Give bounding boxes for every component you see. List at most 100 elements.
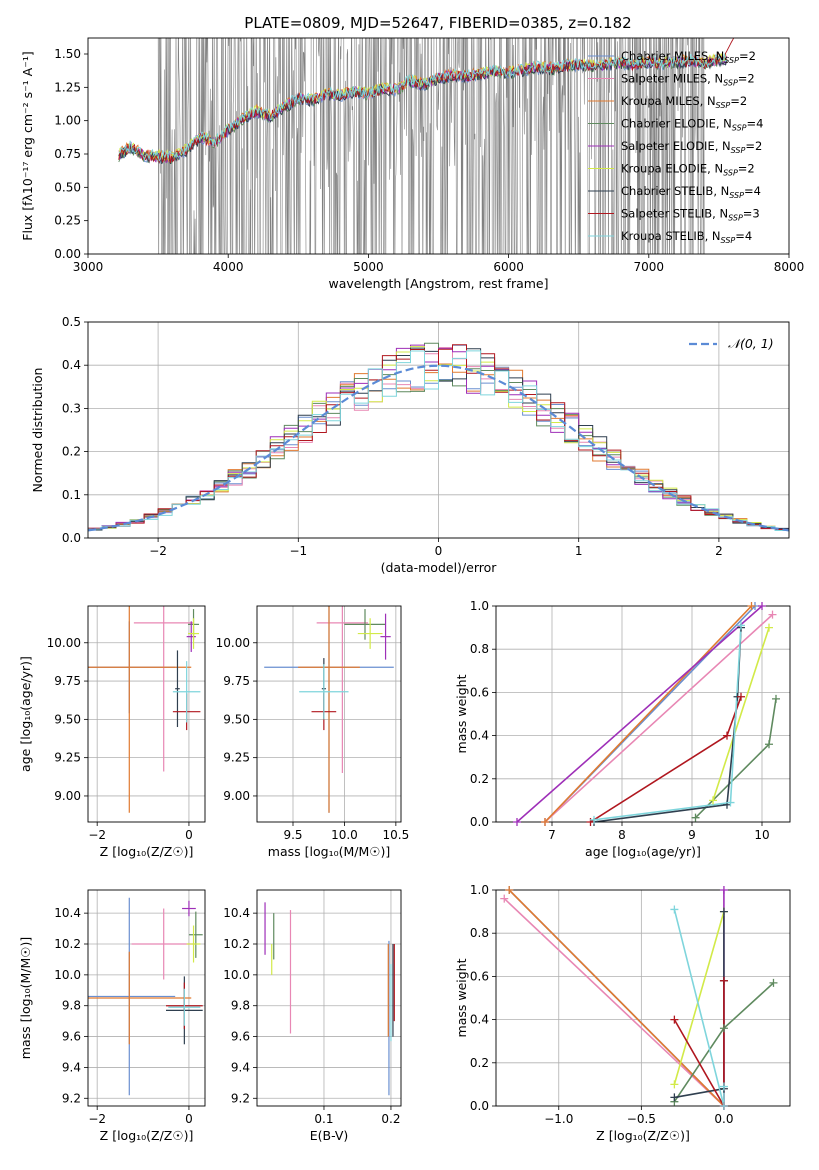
weight-marker bbox=[505, 886, 514, 894]
y-tick-label: 10.4 bbox=[54, 906, 81, 920]
legend-label: Chabrier ELODIE, NSSP=4 bbox=[621, 117, 763, 133]
legend-label: Kroupa STELIB, NSSP=4 bbox=[621, 229, 752, 245]
legend-label: Chabrier STELIB, NSSP=4 bbox=[621, 184, 761, 200]
y-tick-label: 9.25 bbox=[54, 751, 81, 765]
weight-marker bbox=[769, 978, 778, 987]
weight-line-kroupa_miles bbox=[544, 606, 753, 822]
panel-residuals: −2 −1 0 1 2 0.0 0.1 0.2 0.3 0.4 0.5 (data-model)/er… bbox=[30, 315, 790, 575]
data-spectrum-line bbox=[157, 38, 705, 254]
x-tick-label: −2 bbox=[88, 828, 106, 842]
y-tick-label: 0.8 bbox=[470, 642, 489, 656]
gaussian-reference-line bbox=[88, 364, 789, 532]
y-tick-label: 10.4 bbox=[223, 906, 250, 920]
y-tick-label: 9.6 bbox=[231, 1030, 250, 1044]
weight-marker bbox=[758, 602, 766, 610]
y-tick-label: 10.2 bbox=[223, 937, 250, 951]
y-axis-label: mass [log₁₀(M/M☉)] bbox=[18, 937, 33, 1059]
model-spectrum-kroupa-stelib bbox=[118, 53, 728, 162]
series-7 bbox=[88, 344, 789, 530]
x-tick-label: 10 bbox=[754, 828, 769, 842]
weight-marker bbox=[772, 694, 780, 703]
panel-weight_vs_Z: −1.0 −0.5 0.0 0.0 0.2 0.4 0.6 0.8 1.0 Z [log₁₀(Z/… bbox=[454, 883, 791, 1143]
y-axis-label: mass weight bbox=[454, 958, 469, 1037]
y-tick-label: 0.0 bbox=[470, 815, 489, 829]
y-tick-label: 0.0 bbox=[470, 1099, 489, 1113]
x-axis-label: Z [log₁₀(Z/Z☉)] bbox=[100, 844, 194, 859]
y-tick-label: 0.4 bbox=[470, 1013, 489, 1027]
panel-age_vs_mass: 9.5 10.0 10.5 9.00 9.25 9.50 9.75 10.00 mass [lo… bbox=[216, 605, 409, 859]
y-axis-label: mass weight bbox=[454, 674, 469, 753]
x-tick-label: 7 bbox=[548, 828, 556, 842]
x-tick-label: 6000 bbox=[493, 260, 524, 274]
weight-line-salpeter_elodie bbox=[516, 606, 763, 822]
axes-frame bbox=[495, 889, 791, 1107]
x-axis-label: (data-model)/error bbox=[381, 560, 498, 575]
y-tick-label: 1.25 bbox=[54, 80, 81, 94]
y-tick-label: 9.25 bbox=[223, 751, 250, 765]
x-tick-label: −0.5 bbox=[627, 1112, 656, 1126]
plot-area bbox=[264, 606, 394, 813]
axes-frame bbox=[256, 605, 402, 823]
x-tick-label: 7000 bbox=[634, 260, 665, 274]
plot-area bbox=[88, 897, 203, 1096]
weight-marker bbox=[670, 1080, 679, 1089]
model-spectrum-salpeter-stelib bbox=[118, 38, 735, 164]
weight-line-kroupa_elodie bbox=[673, 911, 725, 1085]
weight-marker bbox=[765, 740, 773, 749]
y-tick-label: 1.0 bbox=[470, 599, 489, 613]
y-tick-label: 9.75 bbox=[54, 674, 81, 688]
y-tick-label: 0.5 bbox=[62, 315, 81, 329]
x-tick-label: 10.0 bbox=[331, 828, 358, 842]
weight-marker bbox=[726, 798, 735, 807]
weight-line-kroupa_elodie bbox=[712, 627, 770, 801]
y-tick-label: 9.50 bbox=[223, 712, 250, 726]
weight-marker bbox=[719, 907, 728, 916]
y-axis-label: Normed distribution bbox=[30, 368, 45, 493]
x-axis-label: Z [log₁₀(Z/Z☉)] bbox=[596, 1128, 690, 1143]
plot-area bbox=[88, 342, 789, 532]
x-tick-label: 3000 bbox=[73, 260, 104, 274]
x-tick-label: 2 bbox=[715, 544, 723, 558]
y-tick-label: 1.50 bbox=[54, 47, 81, 61]
weight-marker bbox=[723, 731, 731, 740]
x-tick-label: 0.1 bbox=[314, 1112, 333, 1126]
y-tick-label: 9.00 bbox=[223, 789, 250, 803]
y-tick-label: 0.50 bbox=[54, 180, 81, 194]
y-tick-label: 0.2 bbox=[62, 445, 81, 459]
weight-marker bbox=[768, 610, 777, 619]
x-tick-label: 1 bbox=[575, 544, 583, 558]
weight-line-salpeter_stelib bbox=[673, 980, 725, 1106]
x-tick-label: 10.5 bbox=[382, 828, 409, 842]
y-tick-label: 9.00 bbox=[54, 789, 81, 803]
weight-marker bbox=[709, 796, 717, 805]
plot-area bbox=[88, 606, 201, 813]
y-tick-label: 0.6 bbox=[470, 685, 489, 699]
y-axis-label: Flux [fλ10⁻¹⁷ erg cm⁻² s⁻¹ A⁻¹] bbox=[20, 51, 35, 240]
plot-area bbox=[516, 606, 777, 822]
y-tick-label: 0.8 bbox=[470, 926, 489, 940]
weight-marker bbox=[719, 886, 728, 894]
panel-spectrum: 3000 4000 5000 6000 7000 8000 0.00 0.25 0.50 0.75… bbox=[20, 37, 804, 291]
y-tick-label: 0.3 bbox=[62, 401, 81, 415]
panel-mass_vs_ebv: 0.1 0.2 9.2 9.4 9.6 9.8 10.0 10.2 10.4 E(B-V) bbox=[223, 889, 402, 1143]
weight-marker bbox=[719, 1102, 728, 1110]
y-tick-label: 1.00 bbox=[54, 114, 81, 128]
weight-marker bbox=[719, 976, 728, 985]
weight-marker bbox=[513, 818, 521, 826]
axes-frame bbox=[87, 605, 206, 823]
spectrum-legend: Chabrier MILES, NSSP=2 Salpeter MILES, NS… bbox=[588, 49, 763, 245]
weight-marker bbox=[719, 1082, 728, 1091]
x-tick-label: 0 bbox=[185, 828, 193, 842]
weight-marker bbox=[590, 815, 598, 824]
y-tick-label: 9.4 bbox=[231, 1060, 250, 1074]
weight-marker bbox=[670, 1093, 679, 1102]
weight-marker bbox=[737, 692, 745, 701]
y-tick-label: 0.25 bbox=[54, 214, 81, 228]
y-tick-label: 9.8 bbox=[62, 999, 81, 1013]
y-tick-label: 9.8 bbox=[231, 999, 250, 1013]
weight-marker bbox=[719, 1024, 728, 1033]
y-tick-label: 10.00 bbox=[216, 636, 250, 650]
y-tick-label: 10.0 bbox=[223, 968, 250, 982]
weight-line-chabrier_stelib bbox=[593, 627, 742, 822]
weight-marker bbox=[765, 623, 773, 632]
